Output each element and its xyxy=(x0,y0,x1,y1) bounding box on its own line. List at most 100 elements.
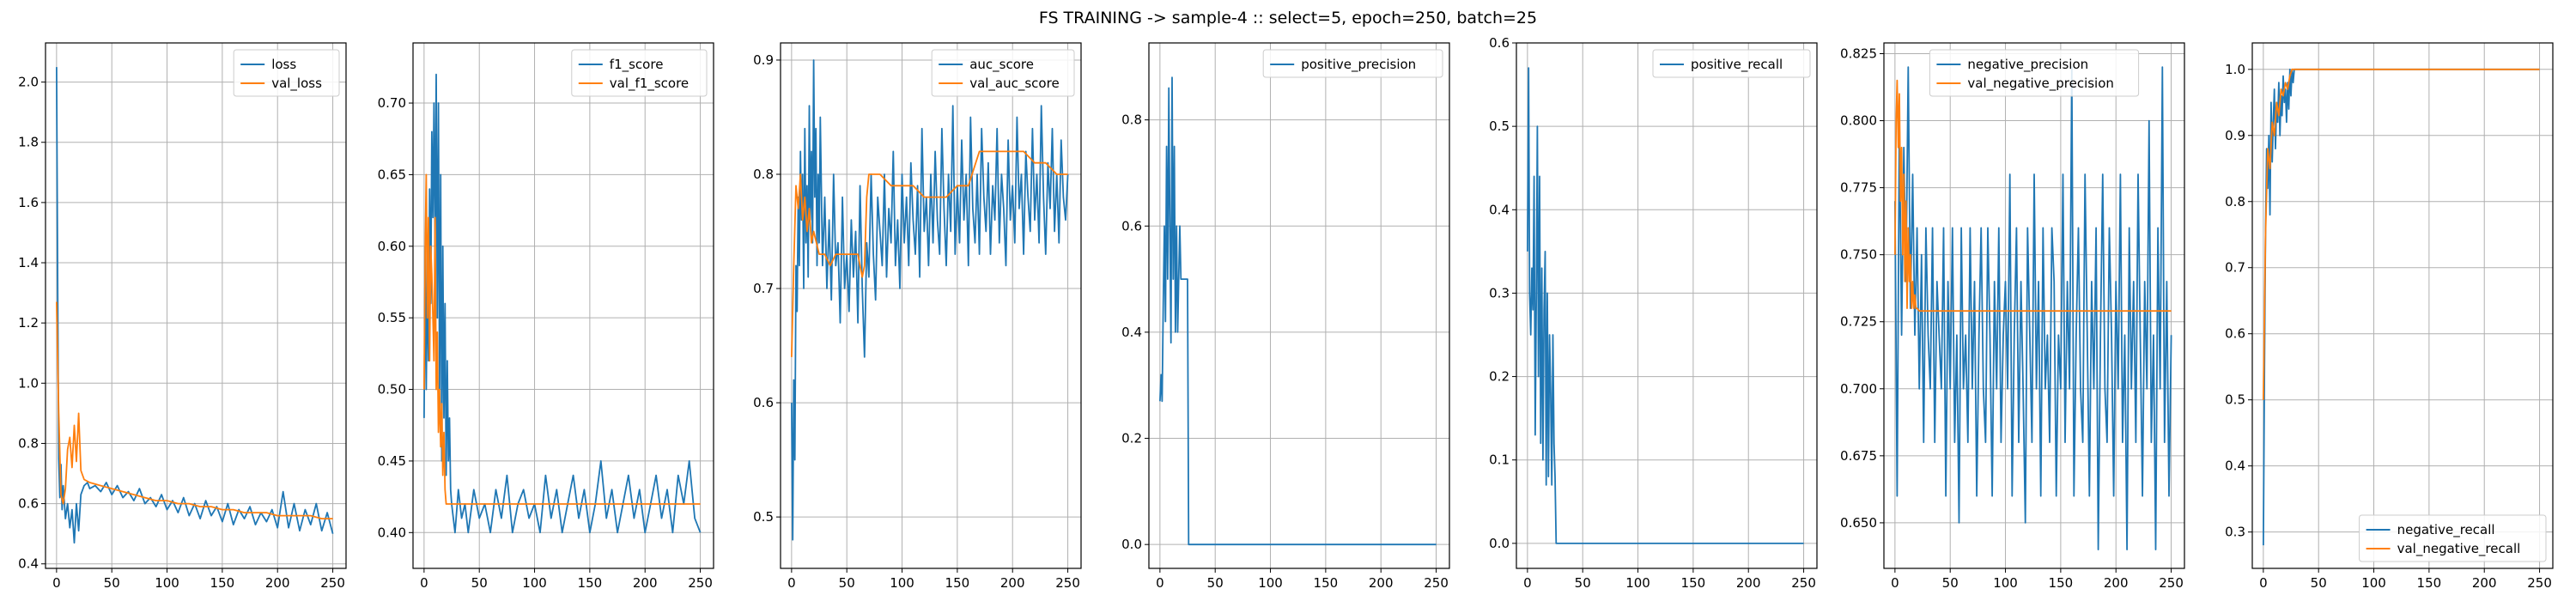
x-tick-label: 100 xyxy=(890,575,914,591)
x-tick-label: 50 xyxy=(1575,575,1591,591)
series-line-loss xyxy=(56,67,334,544)
x-tick-label: 200 xyxy=(1000,575,1025,591)
chart-panel-6: 0 50 100 150 200 250 0.650 0.675 0.700 0.725 0.750… xyxy=(1840,42,2185,591)
legend-box xyxy=(1262,49,1443,78)
y-tick-label: 0.45 xyxy=(378,453,406,469)
x-tick-label: 250 xyxy=(1055,575,1080,591)
x-tick-label: 100 xyxy=(522,575,547,591)
x-tick-label: 200 xyxy=(2472,575,2497,591)
legend-label: val_negative_precision xyxy=(1967,76,2114,92)
legend-box xyxy=(571,49,708,97)
x-tick-label: 0 xyxy=(52,575,61,591)
y-tick-label: 2.0 xyxy=(18,75,39,90)
x-tick-label: 150 xyxy=(2417,575,2442,591)
x-tick-label: 50 xyxy=(1207,575,1224,591)
series-line-auc-score xyxy=(791,59,1069,541)
legend-label: val_f1_score xyxy=(610,76,689,92)
legend: negative_precision val_negative_precision xyxy=(1929,49,2140,97)
x-tick-label: 200 xyxy=(2104,575,2129,591)
x-tick-label: 150 xyxy=(1681,575,1706,591)
x-tick-label: 50 xyxy=(1942,575,1959,591)
axes-frame xyxy=(45,42,347,569)
y-tick-label: 0.800 xyxy=(1840,113,1877,129)
legend-box xyxy=(1929,49,2140,97)
x-tick-label: 200 xyxy=(633,575,658,591)
x-tick-label: 50 xyxy=(104,575,120,591)
chart-panel-3: 0 50 100 150 200 250 0.5 0.6 0.7 0.8 0.9 auc_scorev… xyxy=(753,42,1082,591)
y-tick-label: 1.0 xyxy=(18,375,39,391)
y-tick-label: 0.4 xyxy=(2225,458,2245,474)
chart-panel-1: 0 50 100 150 200 250 0.4 0.6 0.8 1.0 1.2 1.4 1.6 1.8 2… xyxy=(18,42,347,591)
x-tick-label: 0 xyxy=(1891,575,1899,591)
x-tick-label: 200 xyxy=(1736,575,1761,591)
y-tick-label: 0.775 xyxy=(1840,180,1877,196)
series-line-val-negative-recall xyxy=(2262,68,2540,400)
legend-label: negative_recall xyxy=(2397,522,2495,538)
x-tick-label: 200 xyxy=(265,575,290,591)
x-tick-label: 250 xyxy=(2159,575,2184,591)
x-tick-label: 200 xyxy=(1369,575,1394,591)
y-tick-label: 0.9 xyxy=(2225,128,2245,143)
series-line-negative-precision xyxy=(1893,66,2172,550)
series-line-val-f1-score xyxy=(423,173,701,505)
x-tick-label: 100 xyxy=(1993,575,2018,591)
legend-label: f1_score xyxy=(610,57,664,73)
y-tick-label: 0.2 xyxy=(1121,431,1142,446)
axes-frame xyxy=(780,42,1082,569)
y-tick-label: 0.55 xyxy=(378,310,406,325)
y-tick-label: 0.6 xyxy=(18,496,39,512)
series-line-f1-score xyxy=(423,73,702,534)
y-tick-label: 0.8 xyxy=(1121,112,1142,128)
y-tick-label: 1.4 xyxy=(18,255,39,270)
y-tick-label: 0.7 xyxy=(2225,260,2245,276)
y-tick-label: 0.750 xyxy=(1840,247,1877,263)
y-tick-label: 0.4 xyxy=(1489,202,1510,217)
figure-title: FS TRAINING -> sample-4 :: select=5, epo… xyxy=(1038,9,1538,27)
legend: f1_score val_f1_score xyxy=(571,49,708,97)
y-tick-label: 0.7 xyxy=(753,281,774,296)
x-tick-label: 50 xyxy=(839,575,855,591)
y-tick-label: 0.65 xyxy=(378,167,406,182)
y-tick-label: 0.9 xyxy=(753,52,774,68)
x-tick-label: 150 xyxy=(578,575,603,591)
legend-label: val_loss xyxy=(271,76,322,92)
legend-box xyxy=(1652,49,1811,78)
chart-panel-2: 0 50 100 150 200 250 0.40 0.45 0.50 0.55 0.60 0.65 0… xyxy=(378,42,714,591)
y-tick-label: 1.6 xyxy=(18,195,39,210)
y-tick-label: 0.4 xyxy=(1121,325,1142,340)
legend-box xyxy=(2359,514,2547,562)
x-tick-label: 0 xyxy=(787,575,796,591)
y-tick-label: 0.5 xyxy=(1489,118,1510,134)
x-tick-label: 50 xyxy=(2311,575,2327,591)
y-tick-label: 0.5 xyxy=(2225,392,2245,408)
y-tick-label: 0.650 xyxy=(1840,515,1877,531)
x-tick-label: 150 xyxy=(1314,575,1339,591)
x-tick-label: 0 xyxy=(1523,575,1532,591)
x-tick-label: 0 xyxy=(1156,575,1164,591)
series-line-val-negative-precision xyxy=(1893,79,2172,313)
series-line-val-loss xyxy=(56,301,333,519)
y-tick-label: 0.8 xyxy=(18,435,39,451)
y-tick-label: 0.2 xyxy=(1489,369,1510,385)
y-tick-label: 0.6 xyxy=(1489,35,1510,51)
y-tick-label: 1.0 xyxy=(2225,62,2245,77)
y-tick-label: 0.5 xyxy=(753,509,774,525)
x-tick-label: 100 xyxy=(2361,575,2386,591)
y-tick-label: 0.3 xyxy=(1489,285,1510,300)
legend: negative_recall val_negative_recall xyxy=(2359,514,2547,562)
y-tick-label: 0.6 xyxy=(1121,218,1142,234)
x-tick-label: 100 xyxy=(1258,575,1283,591)
legend-label: auc_score xyxy=(969,57,1034,73)
legend-label: loss xyxy=(271,57,296,72)
series-line-negative-recall xyxy=(2262,68,2540,546)
x-tick-label: 100 xyxy=(155,575,179,591)
x-tick-label: 0 xyxy=(420,575,428,591)
axes-frame xyxy=(2251,42,2554,569)
y-tick-label: 0.3 xyxy=(2225,525,2245,540)
legend-label: val_auc_score xyxy=(969,76,1060,92)
axes-frame xyxy=(1148,42,1450,569)
series-line-positive-precision xyxy=(1159,76,1437,546)
legend-label: val_negative_recall xyxy=(2397,541,2521,557)
x-tick-label: 100 xyxy=(1625,575,1650,591)
y-tick-label: 0.1 xyxy=(1489,452,1510,468)
